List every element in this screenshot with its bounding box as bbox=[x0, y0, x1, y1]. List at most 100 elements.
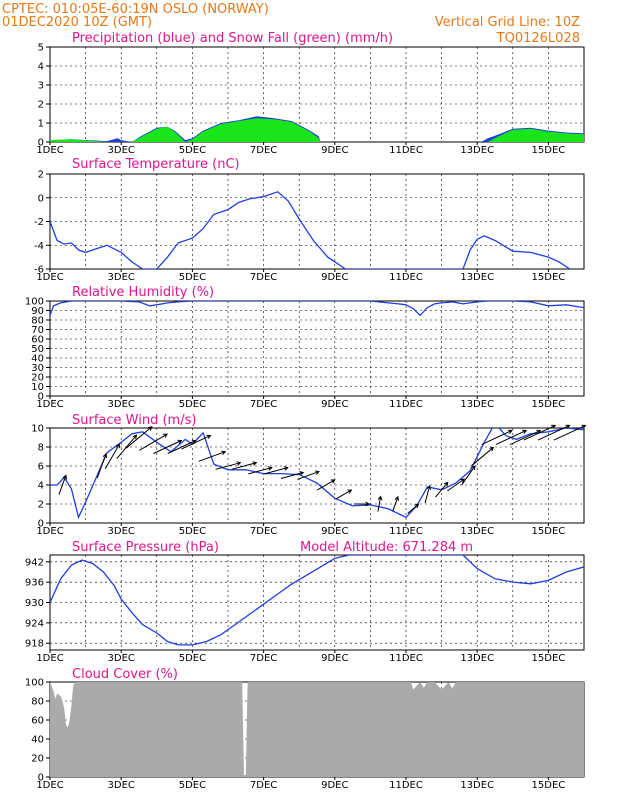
wind-arrow bbox=[153, 440, 182, 454]
cloud-cover-panel: Cloud Cover (%) 0 20 40 60 80 100 1DEC 3DEC 5DEC… bbox=[25, 667, 585, 791]
wind-ytick-label: 8 bbox=[38, 443, 44, 454]
wind-xtick-label: 15DEC bbox=[532, 526, 566, 537]
header-location: CPTEC: 010:05E-60:19N OSLO (NORWAY) bbox=[2, 2, 269, 17]
cloud-cover-xtick-label: 13DEC bbox=[460, 780, 494, 791]
wind-arrow-head bbox=[330, 479, 336, 484]
wind-arrow-head bbox=[115, 443, 120, 449]
model-altitude-note: Model Altitude: 671.284 m bbox=[300, 540, 473, 555]
precipitation-panel: Precipitation (blue) and Snow Fall (gree… bbox=[36, 31, 585, 156]
temperature-ytick-label: -4 bbox=[34, 241, 44, 252]
pressure-xtick-label: 13DEC bbox=[460, 653, 494, 664]
cloud-cover-xtick-label: 3DEC bbox=[108, 780, 135, 791]
temperature-xtick-label: 1DEC bbox=[36, 272, 63, 283]
wind-xtick-label: 9DEC bbox=[321, 526, 348, 537]
wind-arrow bbox=[104, 444, 120, 469]
wind-arrow bbox=[509, 429, 541, 446]
precipitation-ytick-label: 5 bbox=[38, 43, 44, 54]
wind-arrow-head bbox=[394, 495, 399, 501]
wind-ytick-label: 0 bbox=[38, 519, 44, 530]
humidity-ytick-label: 50 bbox=[31, 344, 44, 355]
wind-arrow-head bbox=[507, 429, 513, 434]
humidity-ytick-label: 80 bbox=[31, 316, 44, 327]
cloud-cover-series-group bbox=[50, 682, 584, 777]
cloud-cover-xtick-label: 11DEC bbox=[389, 780, 423, 791]
temperature-xtick-label: 15DEC bbox=[532, 272, 566, 283]
pressure-xtick-label: 1DEC bbox=[36, 653, 63, 664]
humidity-xtick-label: 3DEC bbox=[108, 399, 135, 410]
cloud-cover-xtick-label: 7DEC bbox=[250, 780, 277, 791]
wind-arrow-head bbox=[147, 426, 153, 431]
wind-arrow bbox=[335, 489, 352, 500]
wind-arrow-head bbox=[267, 466, 273, 471]
precipitation-ytick-label: 3 bbox=[38, 81, 44, 92]
wind-xtick-label: 5DEC bbox=[179, 526, 206, 537]
temperature-series-group bbox=[50, 191, 571, 269]
wind-arrow-head bbox=[365, 501, 371, 507]
wind-arrow bbox=[523, 424, 556, 441]
wind-arrow-head bbox=[414, 503, 420, 509]
humidity-xtick-label: 13DEC bbox=[460, 399, 494, 410]
wind-xtick-label: 13DEC bbox=[460, 526, 494, 537]
wind-ytick-label: 4 bbox=[38, 481, 44, 492]
cloud-cover-xtick-label: 1DEC bbox=[36, 780, 63, 791]
wind-arrow bbox=[407, 503, 419, 514]
precipitation-xtick-label: 9DEC bbox=[321, 145, 348, 156]
wind-arrow bbox=[424, 485, 431, 504]
snowfall-area bbox=[50, 118, 584, 142]
temperature-xtick-label: 11DEC bbox=[389, 272, 423, 283]
humidity-ytick-label: 100 bbox=[25, 297, 44, 308]
wind-arrow-head bbox=[347, 489, 353, 494]
humidity-ytick-label: 60 bbox=[31, 335, 44, 346]
precipitation-ytick-label: 4 bbox=[38, 62, 44, 73]
pressure-ytick-label: 936 bbox=[25, 578, 44, 589]
cloud-cover-ytick-label: 80 bbox=[31, 697, 44, 708]
wind-arrow-head bbox=[471, 465, 476, 471]
wind-arrow bbox=[280, 472, 304, 479]
wind-xtick-label: 7DEC bbox=[250, 526, 277, 537]
wind-arrow-head bbox=[62, 474, 68, 480]
wind-arrow-head bbox=[314, 470, 320, 475]
temperature-ytick-label: 2 bbox=[38, 170, 44, 181]
precipitation-xtick-label: 11DEC bbox=[389, 145, 423, 156]
wind-ytick-label: 10 bbox=[31, 424, 44, 435]
wind-arrow-head bbox=[426, 484, 432, 490]
humidity-xtick-label: 1DEC bbox=[36, 399, 63, 410]
wind-arrow bbox=[181, 435, 211, 450]
pressure-xtick-label: 5DEC bbox=[179, 653, 206, 664]
humidity-xtick-label: 5DEC bbox=[179, 399, 206, 410]
temperature-ytick-label: 0 bbox=[38, 193, 44, 204]
precipitation-xtick-label: 13DEC bbox=[460, 145, 494, 156]
precipitation-ytick-label: 1 bbox=[38, 119, 44, 130]
temperature-xtick-label: 13DEC bbox=[460, 272, 494, 283]
humidity-ytick-label: 40 bbox=[31, 354, 44, 365]
humidity-xtick-label: 11DEC bbox=[389, 399, 423, 410]
pressure-title: Surface Pressure (hPa) bbox=[72, 540, 219, 555]
wind-arrow-head bbox=[236, 461, 242, 466]
wind-arrow bbox=[481, 429, 513, 446]
cloud-cover-title: Cloud Cover (%) bbox=[72, 667, 178, 682]
precipitation-series-group bbox=[50, 116, 584, 142]
cloud-cover-ytick-label: 40 bbox=[31, 735, 44, 746]
precipitation-xtick-label: 3DEC bbox=[108, 145, 135, 156]
cloud-cover-area bbox=[50, 682, 584, 777]
wind-arrow bbox=[125, 426, 153, 449]
wind-arrow-head bbox=[177, 439, 183, 444]
wind-arrow-head bbox=[299, 471, 305, 476]
wind-arrow bbox=[96, 453, 107, 479]
pressure-xtick-label: 9DEC bbox=[321, 653, 348, 664]
pressure-xtick-label: 3DEC bbox=[108, 653, 135, 664]
cloud-cover-xtick-label: 5DEC bbox=[179, 780, 206, 791]
temperature-xtick-label: 7DEC bbox=[250, 272, 277, 283]
precipitation-xtick-label: 15DEC bbox=[532, 145, 566, 156]
pressure-panel: Surface Pressure (hPa) Model Altitude: 6… bbox=[25, 540, 585, 664]
humidity-ytick-label: 0 bbox=[38, 392, 44, 403]
header-run-time: 01DEC2020 10Z (GMT) bbox=[2, 15, 152, 30]
wind-title: Surface Wind (m/s) bbox=[72, 413, 196, 428]
temperature-xtick-label: 9DEC bbox=[321, 272, 348, 283]
precipitation-ytick-label: 0 bbox=[38, 138, 44, 149]
wind-ytick-label: 2 bbox=[38, 500, 44, 511]
precipitation-frame bbox=[49, 46, 585, 143]
wind-arrow-head bbox=[221, 450, 227, 456]
wind-arrow bbox=[537, 424, 570, 441]
temperature-line bbox=[50, 191, 571, 269]
